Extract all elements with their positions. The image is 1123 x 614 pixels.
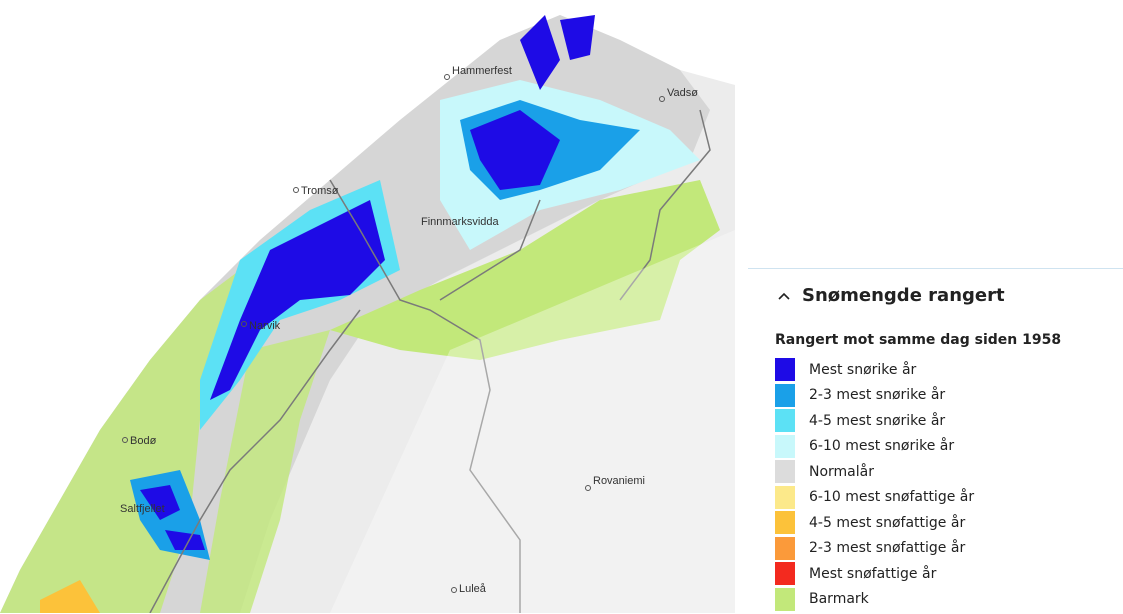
legend-item: Mest snøfattige år (775, 561, 974, 587)
mask (330, 230, 735, 613)
legend-item: Normalår (775, 459, 974, 485)
legend: Snømengde rangert Rangert mot samme dag … (748, 268, 1123, 614)
legend-swatch (775, 511, 795, 535)
legend-swatch (775, 536, 795, 560)
legend-swatch (775, 460, 795, 484)
place-dot (659, 96, 665, 102)
legend-swatch (775, 434, 795, 458)
legend-label: 2-3 mest snøfattige år (809, 540, 966, 557)
place-dot (451, 587, 457, 593)
legend-item: 4-5 mest snøfattige år (775, 510, 974, 536)
legend-label: 6-10 mest snøfattige år (809, 489, 975, 506)
legend-item: 2-3 mest snørike år (775, 383, 974, 409)
collapse-icon[interactable] (778, 292, 790, 300)
snow-poor (40, 580, 100, 613)
legend-label: 2-3 mest snørike år (809, 387, 946, 404)
place-label: Narvik (249, 320, 281, 332)
barmark-inland (330, 180, 720, 360)
place-label: Rovaniemi (593, 475, 645, 487)
legend-header[interactable]: Snømengde rangert (778, 285, 1005, 306)
place-label: Tromsø (301, 185, 339, 197)
legend-label: Mest snøfattige år (809, 565, 937, 582)
snow-most (140, 485, 205, 550)
legend-label: 6-10 mest snørike år (809, 438, 955, 455)
legend-label: 4-5 mest snøfattige år (809, 514, 966, 531)
place-dot (122, 437, 128, 443)
legend-item: Mest snørike år (775, 357, 974, 383)
legend-swatch (775, 562, 795, 586)
place-label: Bodø (130, 435, 157, 447)
place-dot (444, 74, 450, 80)
legend-item: 6-10 mest snøfattige år (775, 485, 974, 511)
legend-swatch (775, 485, 795, 509)
place-markers (122, 74, 665, 593)
place-label: Saltfjellet (120, 503, 165, 515)
legend-item: 4-5 mest snørike år (775, 408, 974, 434)
legend-swatch (775, 409, 795, 433)
place-label: Finnmarksvidda (421, 216, 500, 228)
border (149, 109, 711, 613)
legend-items: Mest snørike år 2-3 mest snørike år 4-5 me… (775, 357, 974, 612)
place-dot (585, 485, 591, 491)
map: Hammerfest Vadsø Tromsø Finnmarksvidda N… (0, 15, 735, 613)
legend-label: Mest snørike år (809, 361, 917, 378)
legend-item: 6-10 mest snørike år (775, 434, 974, 460)
snow-most (210, 200, 385, 400)
legend-label: Barmark (809, 591, 869, 608)
place-dot (241, 321, 247, 327)
snow-most (520, 15, 595, 90)
legend-item: 2-3 mest snøfattige år (775, 536, 974, 562)
legend-label: 4-5 mest snørike år (809, 412, 946, 429)
legend-item: Barmark (775, 587, 974, 613)
snow-most (470, 110, 560, 190)
legend-title: Snømengde rangert (802, 285, 1005, 306)
legend-swatch (775, 587, 795, 611)
legend-label: Normalår (809, 463, 874, 480)
barmark-south (200, 330, 330, 613)
place-dot (293, 187, 299, 193)
place-label: Hammerfest (452, 65, 512, 77)
place-label: Luleå (459, 583, 487, 595)
legend-swatch (775, 383, 795, 407)
legend-subtitle: Rangert mot samme dag siden 1958 (775, 332, 1062, 348)
legend-swatch (775, 358, 795, 382)
place-label: Vadsø (667, 87, 698, 99)
